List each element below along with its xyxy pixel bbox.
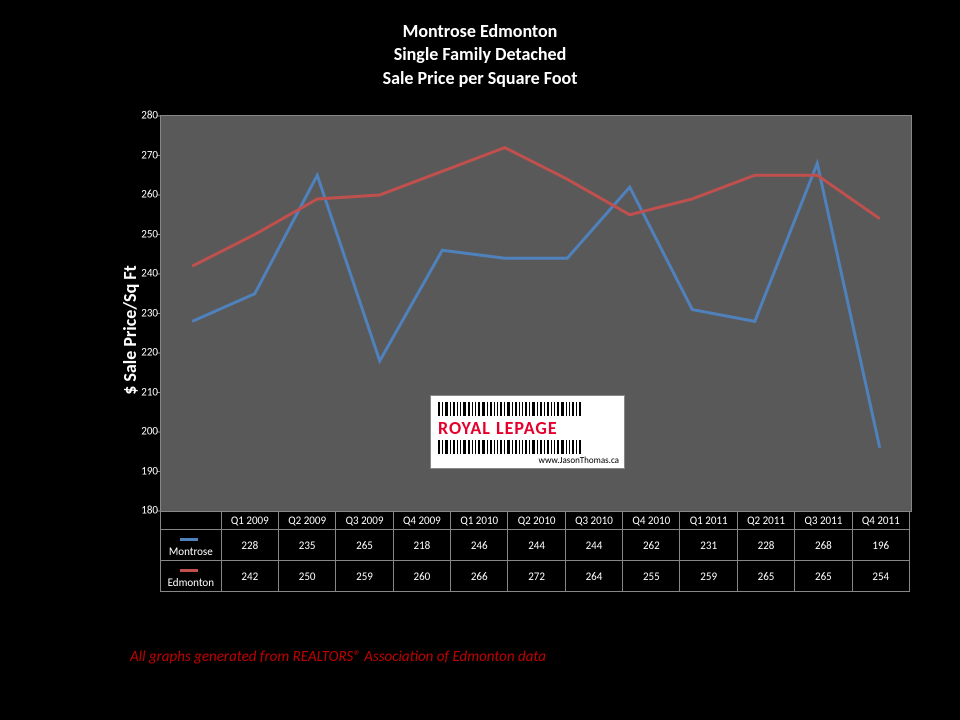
logo-barcode-bottom [438, 440, 617, 454]
table-cell: 235 [278, 530, 335, 561]
table-cell: 260 [393, 561, 450, 592]
logo-barcode-top [438, 402, 617, 416]
table-header-cell: Q2 2010 [508, 512, 565, 530]
table-cell: 265 [336, 530, 393, 561]
table-cell: 259 [336, 561, 393, 592]
table-header-cell: Q2 2011 [737, 512, 794, 530]
y-tick-label: 280 [118, 109, 158, 122]
table-cell: 244 [508, 530, 565, 561]
table-cell: 255 [623, 561, 680, 592]
y-tick-label: 220 [118, 346, 158, 359]
table-cell: 228 [221, 530, 278, 561]
data-table: Q1 2009Q2 2009Q3 2009Q4 2009Q1 2010Q2 20… [160, 511, 910, 592]
table-cell: 196 [852, 530, 909, 561]
table-cell: 259 [680, 561, 737, 592]
table-corner-cell [161, 512, 222, 530]
table-series-label: Edmonton [161, 561, 222, 592]
logo-url: www.JasonThomas.ca [436, 455, 619, 466]
table-cell: 254 [852, 561, 909, 592]
title-line-1: Montrose Edmonton [0, 20, 960, 43]
y-tick-label: 210 [118, 385, 158, 398]
chart-area: $ Sale Price/Sq Ft 180 190 200 210 220 230 240… [100, 115, 910, 545]
table-header-cell: Q4 2009 [393, 512, 450, 530]
title-line-3: Sale Price per Square Foot [0, 67, 960, 90]
y-tick-label: 240 [118, 267, 158, 280]
table-cell: 246 [451, 530, 508, 561]
y-tick-label: 260 [118, 188, 158, 201]
table-series-label: Montrose [161, 530, 222, 561]
footer-note: All graphs generated from REALTORS® Asso… [130, 648, 546, 666]
table-cell: 228 [737, 530, 794, 561]
table-cell: 264 [565, 561, 622, 592]
y-tick-label: 270 [118, 148, 158, 161]
table-cell: 262 [623, 530, 680, 561]
table-cell: 266 [451, 561, 508, 592]
table-cell: 272 [508, 561, 565, 592]
y-tick-label: 180 [118, 504, 158, 517]
y-tick-label: 230 [118, 306, 158, 319]
table-header-cell: Q1 2011 [680, 512, 737, 530]
table-header-cell: Q3 2011 [795, 512, 852, 530]
table-header-row: Q1 2009Q2 2009Q3 2009Q4 2009Q1 2010Q2 20… [161, 512, 910, 530]
table-row: Edmonton24225025926026627226425525926526… [161, 561, 910, 592]
y-tick-label: 190 [118, 464, 158, 477]
logo-brand-text: ROYAL LEPAGE [438, 419, 617, 437]
table-cell: 218 [393, 530, 450, 561]
table-cell: 242 [221, 561, 278, 592]
table-header-cell: Q4 2011 [852, 512, 909, 530]
title-line-2: Single Family Detached [0, 43, 960, 66]
y-axis-label: $ Sale Price/Sq Ft [119, 265, 141, 395]
table-header-cell: Q2 2009 [278, 512, 335, 530]
table-cell: 268 [795, 530, 852, 561]
chart-title-block: Montrose Edmonton Single Family Detached… [0, 0, 960, 90]
table-header-cell: Q1 2010 [451, 512, 508, 530]
legend-marker [180, 538, 198, 541]
brand-logo: ROYAL LEPAGE www.JasonThomas.ca [430, 395, 625, 469]
table-row: Montrose22823526521824624424426223122826… [161, 530, 910, 561]
table-cell: 250 [278, 561, 335, 592]
table-header-cell: Q1 2009 [221, 512, 278, 530]
y-tick-label: 200 [118, 425, 158, 438]
legend-marker [180, 569, 198, 572]
y-tick-label: 250 [118, 227, 158, 240]
table-cell: 265 [737, 561, 794, 592]
table-cell: 265 [795, 561, 852, 592]
table-cell: 231 [680, 530, 737, 561]
table-cell: 244 [565, 530, 622, 561]
page-container: Montrose Edmonton Single Family Detached… [0, 0, 960, 720]
table-header-cell: Q3 2009 [336, 512, 393, 530]
table-header-cell: Q3 2010 [565, 512, 622, 530]
table-header-cell: Q4 2010 [623, 512, 680, 530]
